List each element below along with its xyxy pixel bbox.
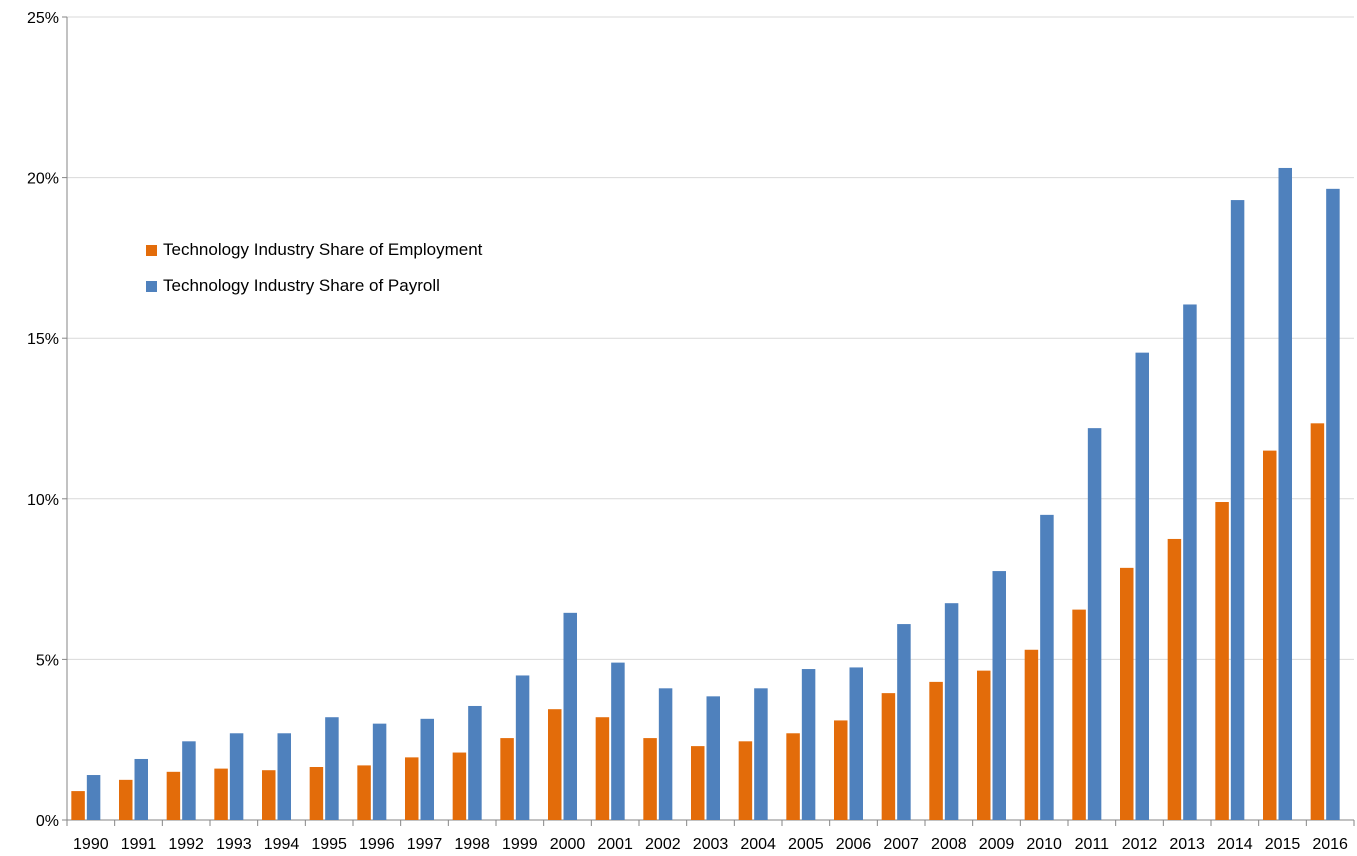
bar-payroll [1135,352,1149,820]
x-tick-label: 2010 [1026,836,1062,853]
y-tick-label: 25% [27,10,59,27]
x-tick-label: 2012 [1122,836,1158,853]
bars [71,167,1340,821]
x-tick-label: 2004 [740,836,776,853]
x-tick-label: 2005 [788,836,824,853]
bar-payroll [372,723,387,820]
x-tick-label: 2003 [693,836,729,853]
x-tick-label: 2000 [550,836,586,853]
bar-payroll [897,624,911,820]
y-tick-label: 20% [27,171,59,188]
x-tick-label: 1993 [216,836,252,853]
bar-payroll [1040,514,1054,820]
bar-employment [1072,609,1086,820]
bar-employment [309,767,324,820]
x-tick-label: 1995 [311,836,347,853]
bar-payroll [611,662,625,820]
bar-payroll [229,733,244,820]
bar-employment [357,765,371,820]
bar-employment [405,757,419,820]
bar-payroll [325,717,339,820]
bar-payroll [86,775,101,820]
bar-payroll [706,696,720,820]
x-tick-labels: 1990 1991 1992 1993 1994 1995 1996 1997 1998 1999… [73,836,1348,853]
x-tick-label: 2013 [1169,836,1205,853]
x-tick-label: 2011 [1075,836,1110,853]
x-tick-label: 1990 [73,836,109,853]
bar-employment [643,738,657,820]
legend-item-employment: Technology Industry Share of Employment [146,232,482,268]
bar-employment [71,791,85,820]
bar-payroll [849,667,863,820]
bar-payroll [754,688,768,820]
x-tick-label: 1994 [264,836,300,853]
bar-employment [786,733,800,820]
y-tick-label: 0% [36,813,59,830]
x-tick-label: 2002 [645,836,681,853]
bar-employment [881,693,896,820]
x-tick-label: 1997 [407,836,443,853]
bar-payroll [563,612,577,820]
bar-employment [452,752,467,820]
bar-employment [548,709,562,820]
bar-payroll [1326,188,1340,821]
x-tick-label: 1992 [168,836,204,853]
bar-employment [166,771,181,820]
x-tick-label: 1996 [359,836,395,853]
bar-employment [738,741,753,820]
bar-payroll [1087,428,1102,820]
bar-payroll [468,705,482,820]
bar-employment [500,738,514,820]
bar-employment [1167,538,1182,820]
bar-payroll [182,741,196,820]
x-tick-label: 1998 [454,836,490,853]
x-tick-label: 2007 [883,836,919,853]
bar-employment [262,770,276,820]
bar-employment [977,670,991,820]
x-tick-label: 2016 [1312,836,1348,853]
bar-employment [1215,502,1229,820]
bar-employment [595,717,610,820]
bar-payroll [944,603,959,820]
legend-item-payroll: Technology Industry Share of Payroll [146,268,482,304]
bar-employment [691,746,705,820]
bar-employment [1310,423,1325,820]
bar-employment [1120,567,1134,820]
y-tick-labels: 0% 5% 10% 15% 20% 25% [27,10,59,830]
legend: Technology Industry Share of Employment … [146,232,482,304]
x-tick-label: 2015 [1265,836,1301,853]
bar-employment [1263,450,1277,820]
x-tick-label: 2006 [836,836,872,853]
legend-label-employment: Technology Industry Share of Employment [163,240,483,259]
bar-employment [1024,649,1039,820]
bar-payroll [658,688,673,820]
bar-payroll [801,669,816,820]
x-tick-label: 2008 [931,836,967,853]
x-tick-label: 1991 [121,836,157,853]
y-tick-label: 10% [27,492,59,509]
x-tick-label: 2001 [597,836,633,853]
x-tick-label: 2009 [979,836,1015,853]
legend-swatch-payroll [146,280,157,292]
bar-payroll [992,571,1006,820]
bar-payroll [1278,167,1292,820]
bar-payroll [134,758,148,820]
bar-payroll [515,675,530,820]
x-tick-label: 2014 [1217,836,1253,853]
x-tick-label: 1999 [502,836,538,853]
bar-employment [119,779,133,820]
bar-employment [214,768,228,820]
bar-payroll [420,718,434,820]
bar-payroll [1230,200,1245,820]
legend-swatch-employment [146,244,157,256]
bar-payroll [1183,304,1197,821]
legend-label-payroll: Technology Industry Share of Payroll [163,276,440,295]
bar-payroll [277,733,291,820]
y-tick-label: 15% [27,331,59,348]
bar-employment [929,681,943,820]
y-tick-label: 5% [36,652,59,669]
bar-employment [834,720,848,820]
